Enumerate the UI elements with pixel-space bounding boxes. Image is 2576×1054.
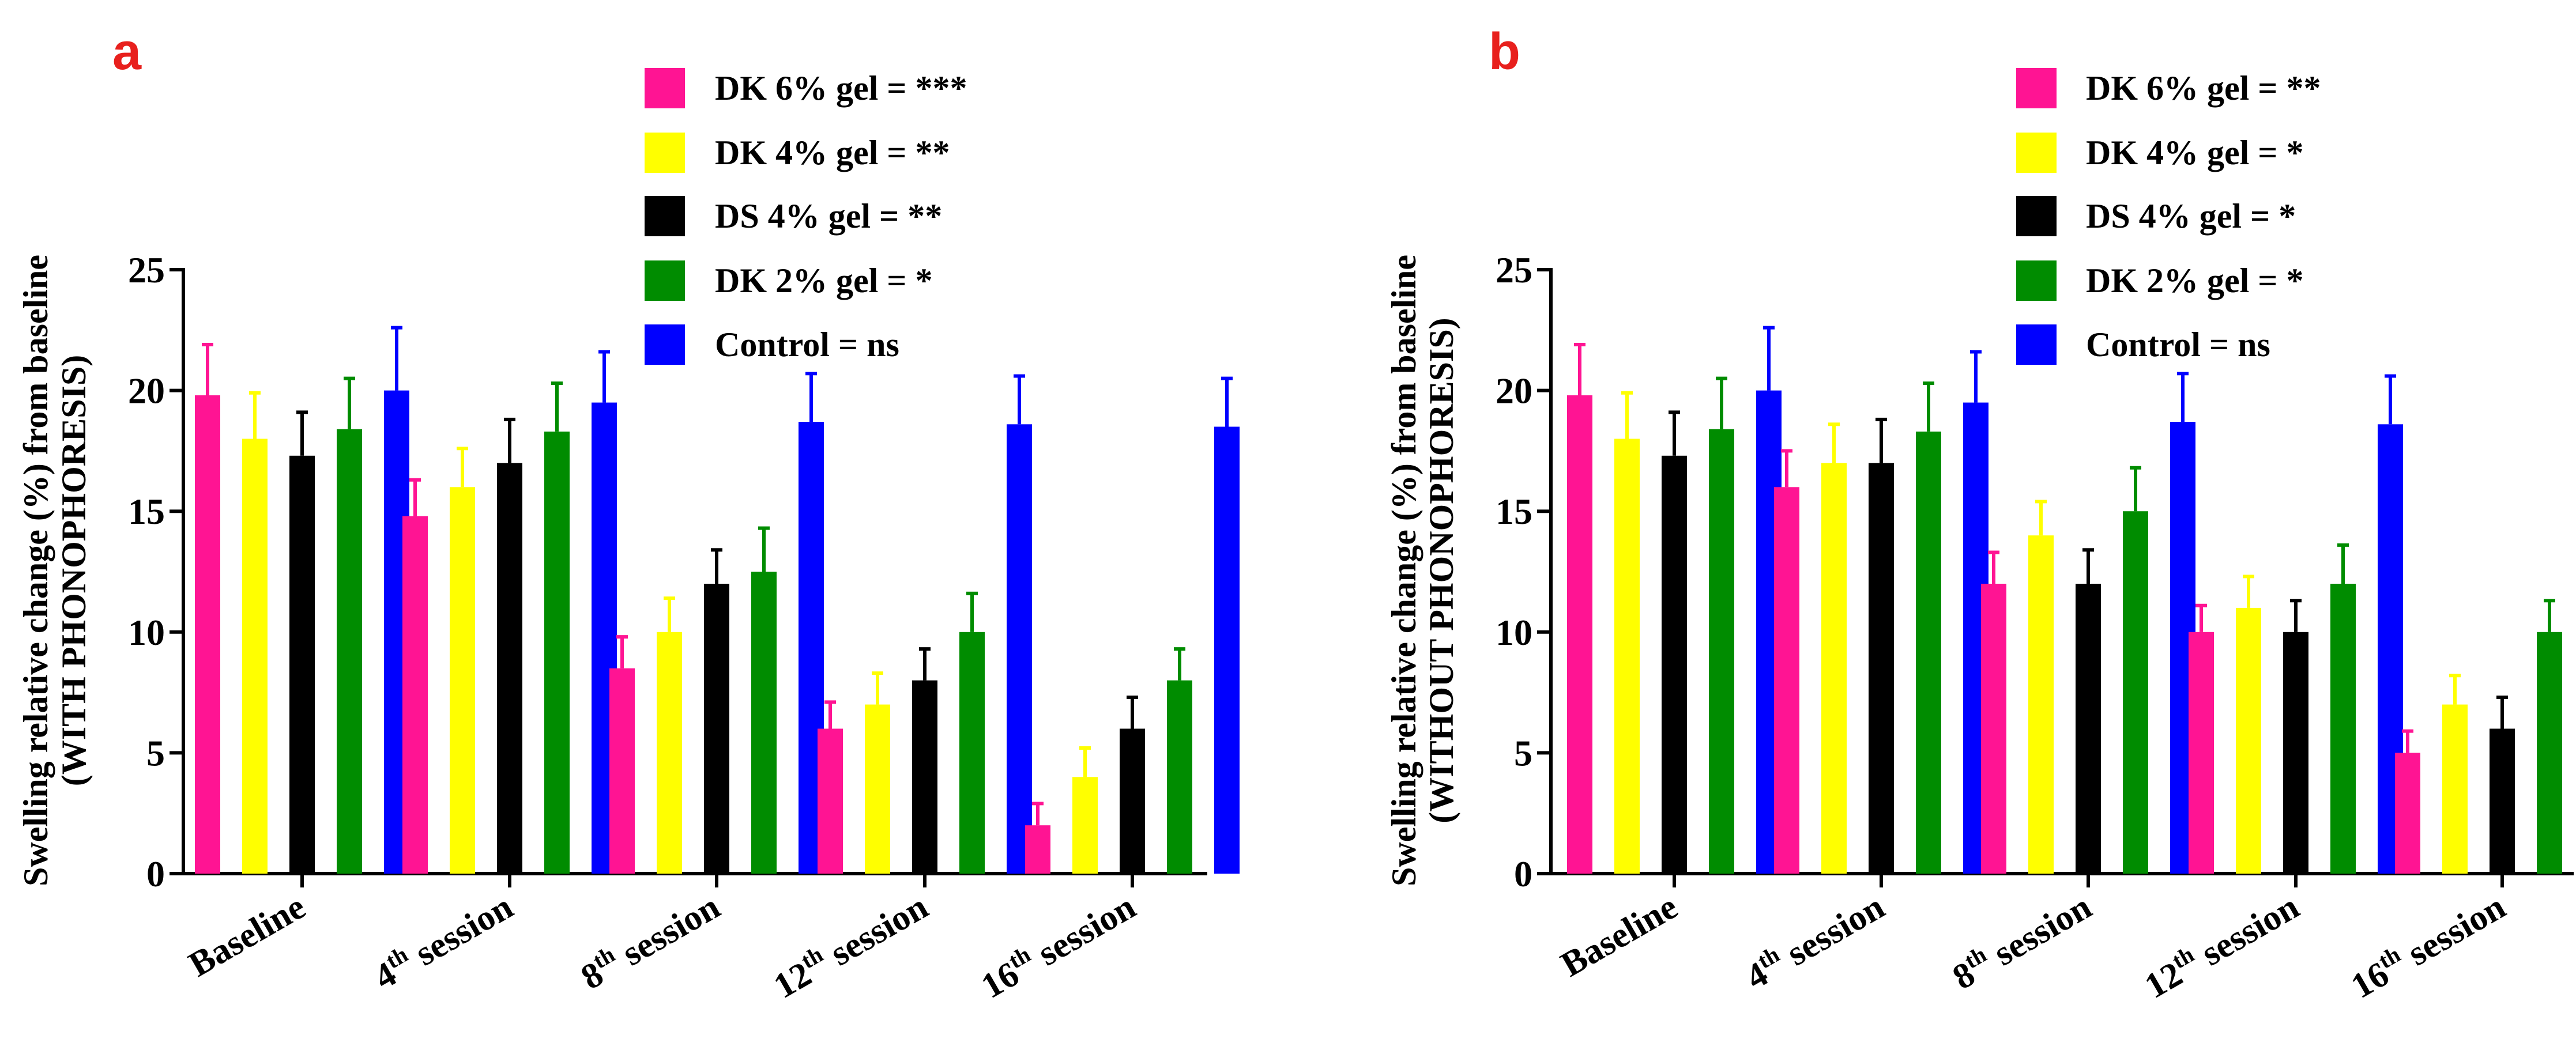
bar [2189,632,2214,874]
bar [1869,463,1894,874]
y-tick-label: 15 [1496,491,1532,532]
y-tick-label: 20 [128,371,165,411]
y-tick-label: 5 [146,732,165,773]
y-tick-label: 25 [1496,250,1532,290]
panel-label: b [1489,23,1520,81]
bar [497,463,522,874]
legend-swatch [2016,196,2057,236]
y-tick-label: 15 [128,491,165,532]
bar [751,572,777,874]
bar [1007,424,1032,874]
x-tick-label: 12th session [2137,884,2306,1006]
bar [1709,429,1734,874]
bar [1025,825,1050,874]
legend-label: DK 4% gel = * [2086,134,2304,172]
y-axis-label: Swelling relative change (%) from baseli… [17,255,55,886]
legend-label: DK 6% gel = ** [2086,69,2321,107]
bar [1774,487,1799,874]
legend-swatch [645,68,685,108]
bar [402,516,428,874]
legend-label: DK 2% gel = * [2086,262,2304,300]
y-tick-label: 5 [1514,732,1532,773]
bar [818,728,843,874]
bar [2123,511,2148,874]
x-tick-label: 8th session [1945,884,2098,997]
legend-label: Control = ns [715,326,899,364]
bar [1120,728,1145,874]
legend-swatch [2016,324,2057,365]
bar [242,439,268,874]
bar [1662,455,1687,874]
chart-panel-a: a Swelling relative change (%) from basel… [17,23,1240,1006]
bar [2442,704,2468,874]
bar [2076,583,2101,874]
bar [2490,728,2515,874]
y-axis-label: (WITHOUT PHONOPHORESIS) [1422,318,1460,823]
x-tick-label: Baseline [1554,887,1684,984]
legend-swatch [645,260,685,301]
legend-swatch [2016,260,2057,301]
bar [704,583,729,874]
legend-label: DK 4% gel = ** [715,134,950,172]
bar [2236,607,2261,874]
bar [1214,426,1240,874]
bar [289,455,315,874]
x-tick-label: 16th session [973,884,1142,1006]
bar [1072,777,1098,874]
bar [657,632,682,874]
y-tick-label: 25 [128,250,165,290]
y-tick-label: 0 [146,853,165,894]
legend-swatch [2016,68,2057,108]
x-tick-label: 16th session [2343,884,2512,1006]
legend-label: DS 4% gel = * [2086,197,2296,235]
legend-swatch [2016,133,2057,173]
x-tick-label: 4th session [366,884,519,997]
bar [1981,583,2006,874]
x-tick-label: Baseline [182,887,312,984]
bar [1821,463,1847,874]
bar [2330,583,2356,874]
chart-panel-b: b Swelling relative change (%) from basel… [1385,23,2574,1006]
panel-label: a [112,23,142,81]
bar [2395,753,2420,874]
legend-label: DK 6% gel = *** [715,69,967,107]
bar [1614,439,1640,874]
bar [2283,632,2308,874]
bar [2537,632,2562,874]
bar [2028,535,2054,874]
bar [1567,395,1592,874]
legend-swatch [645,196,685,236]
legend-label: DS 4% gel = ** [715,197,942,235]
bar [450,487,475,874]
y-tick-label: 20 [1496,371,1532,411]
bar [912,680,937,874]
bar [337,429,362,874]
bar [865,704,890,874]
x-tick-label: 4th session [1738,884,1891,997]
x-tick-label: 12th session [766,884,935,1006]
y-tick-label: 0 [1514,853,1532,894]
x-tick-label: 8th session [573,884,726,997]
bar [609,668,635,874]
y-tick-label: 10 [128,612,165,653]
legend-swatch [645,324,685,365]
bar [544,431,570,874]
legend-label: DK 2% gel = * [715,262,933,300]
bar [1167,680,1192,874]
bar [195,395,220,874]
legend-label: Control = ns [2086,326,2270,364]
y-tick-label: 10 [1496,612,1532,653]
y-axis-label: (WITH PHONOPHORESIS) [55,355,93,786]
bar [1916,431,1941,874]
legend-swatch [645,133,685,173]
y-axis-label: Swelling relative change (%) from baseli… [1385,255,1423,886]
bar [959,632,985,874]
